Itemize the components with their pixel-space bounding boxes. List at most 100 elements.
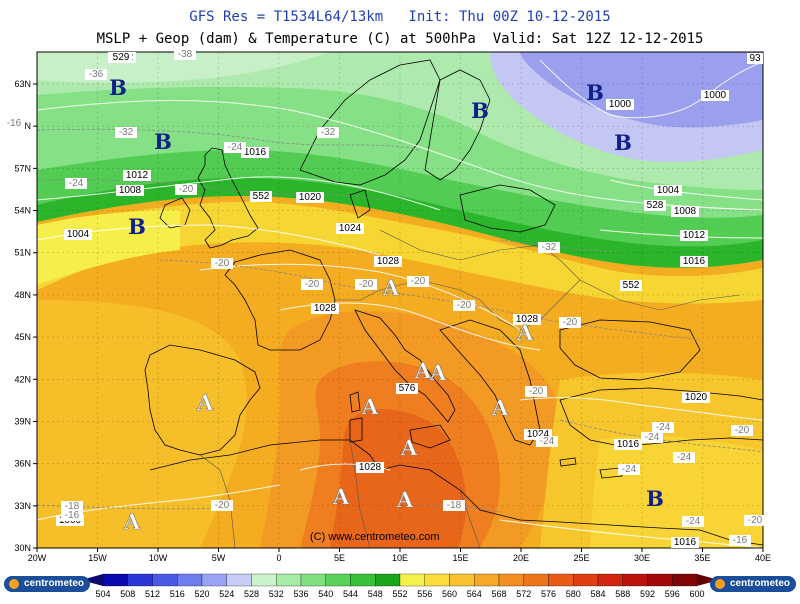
isobar-label-bg bbox=[680, 230, 708, 241]
isobar-label: 1008 bbox=[116, 185, 144, 196]
colorbar-label: 540 bbox=[318, 589, 333, 599]
high-pressure-marker: A bbox=[516, 320, 534, 345]
isobar-label-bg bbox=[241, 147, 269, 158]
isotherm-label: -32 bbox=[115, 127, 137, 138]
isotherm-label-bg bbox=[61, 510, 83, 521]
isotherm-label: -20 bbox=[559, 317, 581, 328]
isotherm-label-text: -24 bbox=[645, 432, 660, 443]
isotherm-label-bg bbox=[3, 118, 25, 129]
isotherm-label: -24 bbox=[536, 436, 558, 447]
lon-tick-label: 20E bbox=[513, 553, 529, 563]
isotherm-label-text: -24 bbox=[69, 178, 84, 189]
isotherm-label: -20 bbox=[211, 500, 233, 511]
isotherm-label-bg bbox=[211, 258, 233, 269]
colorbar-swatch bbox=[177, 573, 203, 587]
isobar-label: 1028 bbox=[513, 314, 541, 325]
colorbar-swatch bbox=[375, 573, 401, 587]
colorbar-label: 520 bbox=[194, 589, 209, 599]
high-pressure-marker: A bbox=[400, 435, 418, 460]
isotherm-label: -24 bbox=[682, 516, 704, 527]
isotherm-label: -18 bbox=[61, 501, 83, 512]
lon-tick-label: 40E bbox=[755, 553, 771, 563]
isotherm-label-bg bbox=[731, 425, 753, 436]
lat-tick-label: 63N bbox=[14, 79, 31, 89]
isotherm-label: -16 bbox=[61, 510, 83, 521]
longitude-axis: 20W 15W 10W 5W 0 5E 10E 15E 20E 25E 30E 35E 40E bbox=[28, 548, 771, 563]
high-pressure-marker: A bbox=[491, 395, 509, 420]
colorbar-label: 560 bbox=[442, 589, 457, 599]
isobar-label-text: 1016 bbox=[683, 256, 706, 267]
geopotential-label-bg bbox=[250, 191, 272, 202]
geopotential-label-bg bbox=[110, 52, 132, 63]
isobar-label-bg bbox=[671, 537, 699, 548]
geopotential-label-bg bbox=[747, 53, 763, 64]
colorbar-label: 576 bbox=[541, 589, 556, 599]
isotherm-label-text: -32 bbox=[542, 242, 557, 253]
isotherm-label-text: -20 bbox=[457, 300, 472, 311]
isobar-label: 1024 bbox=[336, 223, 364, 234]
isotherm-label-text: -20 bbox=[359, 279, 374, 290]
colorbar-swatch bbox=[201, 573, 227, 587]
isobar-label-bg bbox=[513, 314, 541, 325]
lon-tick-label: 10W bbox=[149, 553, 168, 563]
low-pressure-marker: B bbox=[471, 98, 489, 123]
colorbar-swatch bbox=[251, 573, 277, 587]
geopotential-label-bg bbox=[644, 200, 666, 211]
isotherm-label: -20 bbox=[175, 184, 197, 195]
high-pressure-marker: A bbox=[361, 394, 379, 419]
isotherm-label-text: -32 bbox=[119, 127, 134, 138]
isobar-label-text: 1000 bbox=[704, 90, 727, 101]
isobar-label-bg bbox=[606, 99, 634, 110]
isobar-label-text: 1028 bbox=[377, 256, 400, 267]
isotherm-label: -24 bbox=[618, 464, 640, 475]
field-band-yellow bbox=[37, 201, 763, 304]
isotherm-label-bg bbox=[61, 501, 83, 512]
geopotential-label: 529 bbox=[110, 52, 132, 63]
geopotential-label-text: 552 bbox=[623, 280, 640, 291]
colorbar-label: 556 bbox=[417, 589, 432, 599]
isotherm-label: -24 bbox=[224, 142, 246, 153]
isobar-label-bg bbox=[524, 429, 552, 440]
high-pressure-marker: A bbox=[414, 358, 432, 383]
isobar-label-text: 1012 bbox=[683, 230, 706, 241]
isobar-label-bg bbox=[701, 90, 729, 101]
high-pressure-marker: A bbox=[396, 487, 414, 512]
isotherm-label-text: -16 bbox=[65, 510, 80, 521]
high-pressure-marker: A bbox=[123, 509, 141, 534]
isobar-label: 1016 bbox=[680, 256, 708, 267]
isotherm-label: -24 bbox=[641, 432, 663, 443]
geopotential-label-text: 552 bbox=[253, 191, 270, 202]
isotherm-label-text: -24 bbox=[540, 436, 555, 447]
isotherm-label-bg bbox=[536, 436, 558, 447]
colorbar-swatch bbox=[325, 573, 351, 587]
field-low-ne-inner bbox=[520, 52, 763, 128]
latitude-axis: 63N60N57N54N51N48N45N42N39N36N33N30N bbox=[14, 79, 37, 553]
isotherm-label: -38 bbox=[174, 49, 196, 60]
isotherm-label: -20 bbox=[301, 279, 323, 290]
colorbar-label: 552 bbox=[392, 589, 407, 599]
lat-tick-label: 57N bbox=[14, 163, 31, 173]
isotherm-label-bg bbox=[85, 69, 107, 80]
high-pressure-marker: A bbox=[382, 275, 400, 300]
lon-tick-label: 5E bbox=[334, 553, 345, 563]
logo-right-text: centrometeo bbox=[729, 578, 790, 589]
isobar-label-text: 1020 bbox=[685, 392, 708, 403]
isobar-label-bg bbox=[680, 256, 708, 267]
field-labels: 1000100010001016101210081020100410241028… bbox=[3, 49, 766, 548]
geopotential-label-bg bbox=[396, 383, 418, 394]
isotherm-label-bg bbox=[618, 464, 640, 475]
colorbar-swatch bbox=[350, 573, 376, 587]
colorbar-swatch bbox=[399, 573, 425, 587]
isotherm-label-text: -16 bbox=[733, 535, 748, 546]
isotherm-label-text: -20 bbox=[529, 386, 544, 397]
isobar-label-bg bbox=[614, 439, 642, 450]
isotherm-label-bg bbox=[301, 279, 323, 290]
isobar-label-text: 1020 bbox=[299, 192, 322, 203]
isotherm-label-text: -24 bbox=[656, 422, 671, 433]
isotherm-label-bg bbox=[175, 184, 197, 195]
colorbar-label: 600 bbox=[689, 589, 704, 599]
colorbar-swatch bbox=[276, 573, 302, 587]
coastlines bbox=[144, 59, 763, 546]
isobar-label-bg bbox=[116, 185, 144, 196]
